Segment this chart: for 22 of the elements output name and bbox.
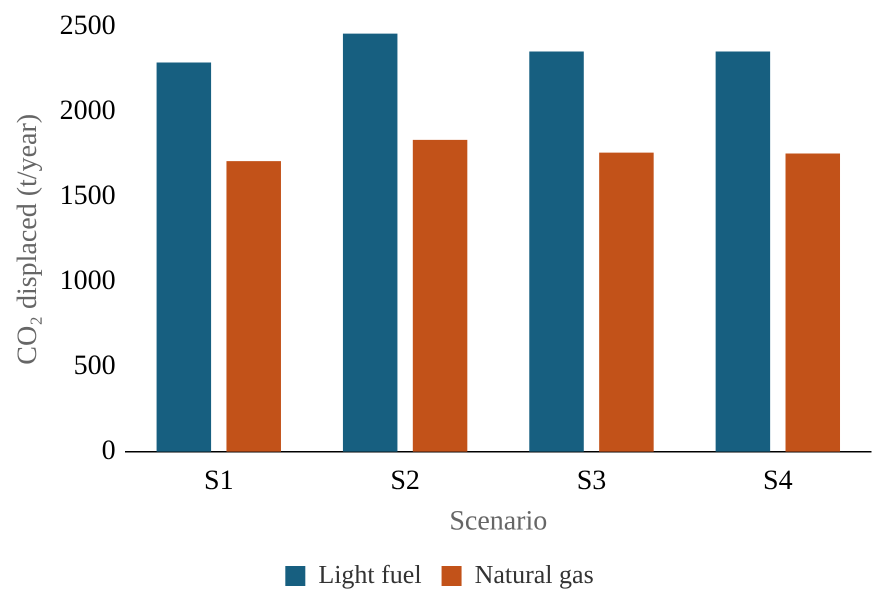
x-tick-label: S1 <box>204 464 234 496</box>
bar <box>786 153 840 452</box>
y-tick-label: 1500 <box>60 180 116 212</box>
x-axis-title: Scenario <box>449 506 548 537</box>
bar <box>716 51 770 452</box>
bar <box>342 34 398 452</box>
y-tick-label: 2000 <box>60 95 116 126</box>
y-tick-label: 0 <box>102 435 116 466</box>
y-axis-title: CO₂ displaced (t/year) <box>12 114 44 365</box>
y-tick-label: 1000 <box>60 265 116 296</box>
y-tick-label: 500 <box>74 350 116 382</box>
bar <box>156 62 212 452</box>
legend-label: Natural gas <box>474 560 594 589</box>
x-tick-label: S4 <box>763 464 793 496</box>
y-tick-label: 2500 <box>60 10 116 42</box>
x-tick-label: S3 <box>576 464 606 496</box>
bar <box>226 161 281 452</box>
bar <box>412 140 468 452</box>
legend-label: Light fuel <box>318 560 422 589</box>
bar <box>529 51 584 452</box>
bar <box>599 152 654 452</box>
x-tick-label: S2 <box>390 464 420 496</box>
